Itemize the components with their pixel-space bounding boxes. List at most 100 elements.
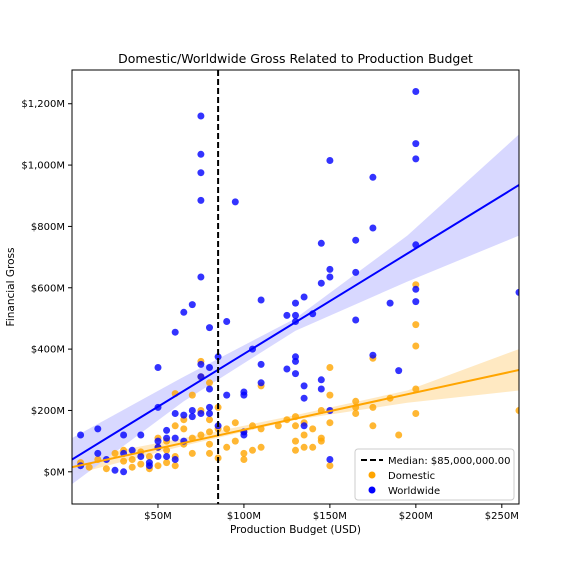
worldwide-point xyxy=(515,288,519,296)
worldwide-point xyxy=(197,410,205,417)
worldwide-point xyxy=(94,449,102,457)
worldwide-point xyxy=(257,296,265,304)
domestic-point xyxy=(128,463,136,471)
worldwide-point xyxy=(197,360,205,368)
y-tick-label: $200M xyxy=(31,406,65,417)
worldwide-point xyxy=(154,364,162,371)
worldwide-point xyxy=(188,407,196,414)
legend-domestic-label: Domestic xyxy=(388,471,435,482)
chart-title: Domestic/Worldwide Gross Related to Prod… xyxy=(118,51,473,66)
worldwide-point xyxy=(188,413,196,421)
worldwide-point xyxy=(352,316,360,324)
worldwide-point xyxy=(352,268,360,276)
domestic-point xyxy=(180,425,188,433)
worldwide-point xyxy=(223,391,231,399)
worldwide-point xyxy=(257,379,265,387)
x-axis-label: Production Budget (USD) xyxy=(230,524,361,536)
domestic-point xyxy=(111,449,119,457)
domestic-point xyxy=(223,425,231,433)
worldwide-point xyxy=(171,328,179,336)
domestic-point xyxy=(145,453,153,460)
worldwide-point xyxy=(300,382,308,390)
worldwide-point xyxy=(120,431,128,439)
worldwide-point xyxy=(412,155,420,163)
worldwide-point xyxy=(154,453,162,460)
domestic-point xyxy=(317,434,325,442)
worldwide-point xyxy=(326,456,334,463)
worldwide-point xyxy=(326,273,334,281)
worldwide-point xyxy=(128,446,136,454)
y-tick-label: $1,000M xyxy=(21,161,65,172)
worldwide-point xyxy=(317,385,325,393)
domestic-point xyxy=(163,459,171,467)
worldwide-point xyxy=(352,236,360,244)
legend-worldwide-label: Worldwide xyxy=(388,486,440,497)
worldwide-confidence-band xyxy=(72,134,519,485)
worldwide-point xyxy=(317,376,325,384)
x-tick-label: $100M xyxy=(227,511,261,522)
worldwide-point xyxy=(231,198,239,206)
x-tick-label: $200M xyxy=(399,511,433,522)
worldwide-point xyxy=(214,353,222,361)
domestic-point xyxy=(300,443,308,451)
worldwide-point xyxy=(206,324,213,332)
domestic-point xyxy=(326,462,334,470)
x-tick-label: $150M xyxy=(313,511,347,522)
y-axis-label: Financial Gross xyxy=(5,248,17,327)
worldwide-point xyxy=(386,299,394,307)
worldwide-point xyxy=(240,388,248,396)
domestic-point xyxy=(369,422,377,430)
domestic-point xyxy=(515,407,519,414)
domestic-point xyxy=(240,449,248,457)
domestic-point xyxy=(352,397,360,405)
worldwide-point xyxy=(197,273,205,281)
worldwide-point xyxy=(292,357,299,365)
domestic-point xyxy=(309,425,317,433)
worldwide-point xyxy=(257,360,265,368)
plot-frame xyxy=(71,69,520,505)
y-tick-label: $600M xyxy=(31,283,65,294)
domestic-point xyxy=(249,446,256,454)
domestic-point xyxy=(352,410,360,417)
domestic-point xyxy=(128,456,136,463)
worldwide-point xyxy=(206,410,213,417)
worldwide-point xyxy=(163,434,171,442)
domestic-point xyxy=(206,416,213,424)
worldwide-point xyxy=(171,456,179,463)
worldwide-point xyxy=(300,293,308,301)
worldwide-point xyxy=(283,365,291,373)
y-tick-label: $1,200M xyxy=(21,99,65,110)
worldwide-point xyxy=(206,364,213,371)
domestic-point xyxy=(137,460,145,468)
domestic-point xyxy=(206,428,213,436)
domestic-point xyxy=(412,342,420,350)
worldwide-point xyxy=(292,370,299,378)
worldwide-point xyxy=(145,462,153,470)
domestic-point xyxy=(292,422,299,430)
worldwide-point xyxy=(197,169,205,177)
worldwide-point xyxy=(300,394,308,402)
x-tick-label: $50M xyxy=(144,511,172,522)
domestic-point xyxy=(412,410,420,417)
domestic-point xyxy=(85,463,93,471)
legend: Median: $85,000,000.00 Domestic Worldwid… xyxy=(354,448,515,501)
worldwide-point xyxy=(163,453,171,460)
worldwide-point xyxy=(197,196,205,204)
worldwide-point xyxy=(206,403,213,411)
worldwide-regression-line xyxy=(72,184,519,461)
worldwide-point xyxy=(369,351,377,359)
worldwide-point xyxy=(326,157,334,164)
domestic-point xyxy=(240,456,248,463)
worldwide-point xyxy=(412,285,420,293)
domestic-point xyxy=(292,446,299,454)
worldwide-point xyxy=(94,425,102,433)
worldwide-point xyxy=(137,431,145,439)
domestic-regression-line xyxy=(72,369,519,469)
domestic-point xyxy=(412,385,420,393)
worldwide-point xyxy=(120,468,128,476)
domestic-point xyxy=(292,437,299,445)
worldwide-point xyxy=(180,411,188,419)
worldwide-point xyxy=(283,311,291,319)
domestic-point xyxy=(257,443,265,451)
